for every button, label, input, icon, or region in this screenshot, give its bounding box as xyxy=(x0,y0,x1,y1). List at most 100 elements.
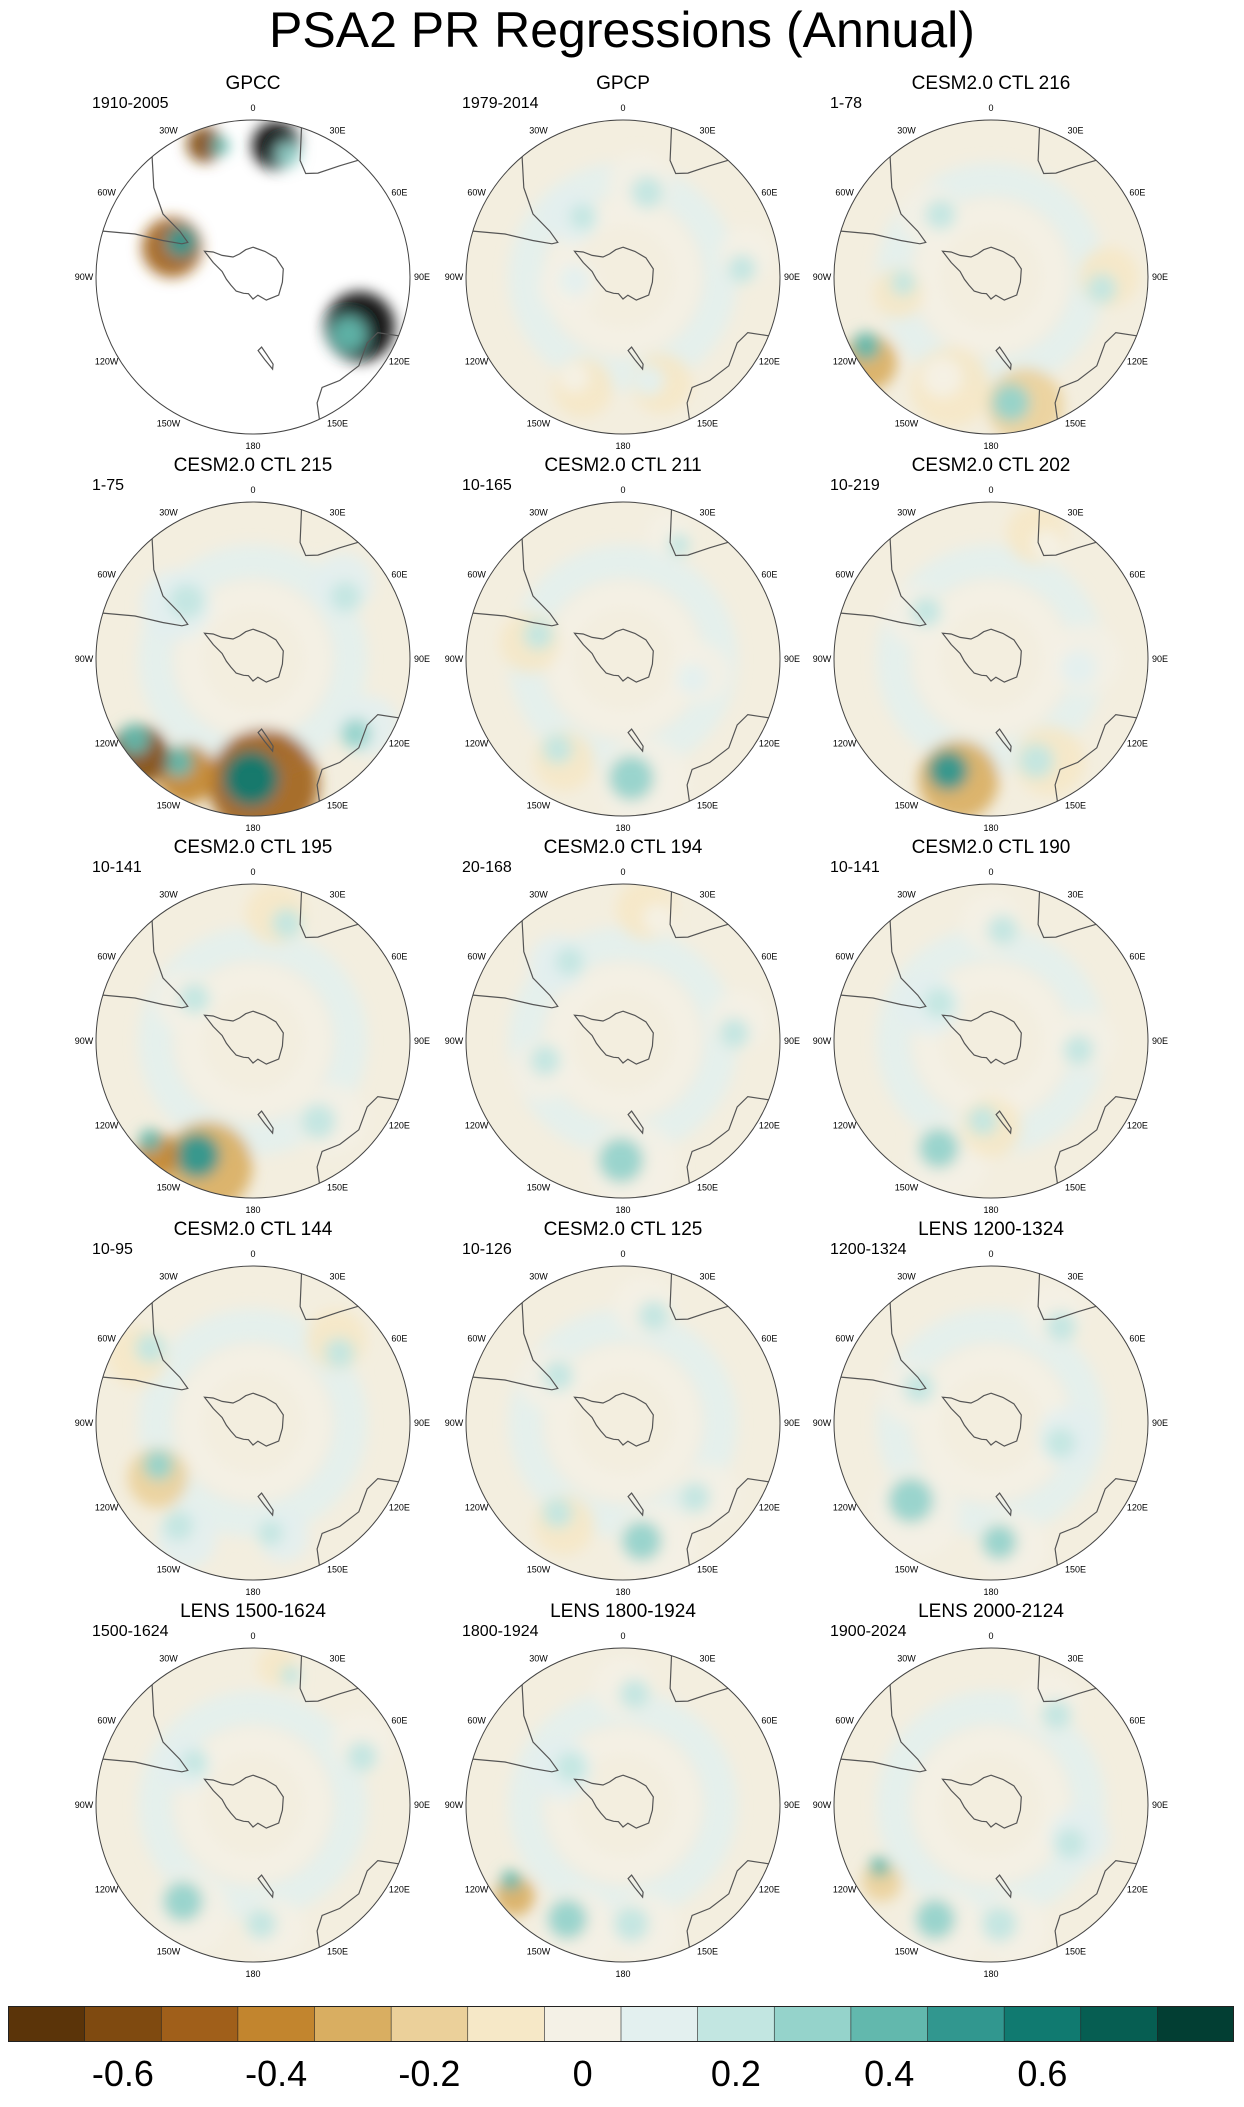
longitude-label: 120W xyxy=(833,1503,857,1513)
longitude-label: 90W xyxy=(813,272,832,282)
map-panel: LENS 2000-2124 1900-2024 0 30E 60E 90E 120E 150… xyxy=(806,1600,1176,1980)
field-patch-core xyxy=(621,1520,662,1561)
field-patch-core xyxy=(330,581,361,612)
polar-map: 0 30E 60E 90E 120E 150E 180 150W 120W 90W 60W 30W xyxy=(445,485,800,833)
longitude-label: 30E xyxy=(1067,508,1083,518)
colorbar-swatch xyxy=(850,2006,929,2042)
map-boundary xyxy=(95,883,411,1199)
panel-period: 1500-1624 xyxy=(92,1623,169,1640)
longitude-label: 120E xyxy=(759,1121,780,1131)
longitude-label: 90E xyxy=(1152,272,1168,282)
longitude-label: 120W xyxy=(465,357,489,367)
colorbar-swatch xyxy=(237,2006,316,2042)
longitude-label: 90W xyxy=(813,1418,832,1428)
longitude-label: 120W xyxy=(95,1121,119,1131)
longitude-label: 30W xyxy=(159,1272,178,1282)
australia-coastline xyxy=(316,331,399,420)
longitude-label: 30W xyxy=(159,126,178,136)
field-patch-core xyxy=(174,1132,220,1178)
antarctica-coastline xyxy=(203,628,284,683)
longitude-label: 0 xyxy=(250,1631,255,1641)
longitude-label: 120E xyxy=(389,357,410,367)
field-patch-core xyxy=(271,908,302,939)
field-patch-core xyxy=(987,915,1018,946)
africa-coastline xyxy=(1037,127,1097,175)
field-patch-core xyxy=(1046,1311,1077,1342)
longitude-label: 60W xyxy=(467,952,486,962)
longitude-label: 30E xyxy=(1067,1654,1083,1664)
longitude-label: 30W xyxy=(897,890,916,900)
field-patch-core xyxy=(163,1510,194,1541)
polar-map: 0 30E 60E 90E 120E 150E 180 150W 120W 90W 60W 30W xyxy=(75,867,430,1215)
panel-period: 10-141 xyxy=(830,859,880,876)
longitude-label: 0 xyxy=(250,103,255,113)
antarctica-coastline xyxy=(941,1010,1022,1065)
longitude-label: 180 xyxy=(983,1205,998,1215)
new-zealand-coastline xyxy=(257,1874,274,1899)
polar-map: 0 30E 60E 90E 120E 150E 180 150W 120W 90W 60W 30W xyxy=(445,103,800,451)
colorbar xyxy=(8,2006,1234,2042)
longitude-label: 30E xyxy=(699,508,715,518)
map-panel: CESM2.0 CTL 125 10-126 0 30E 60E 90E 120E 150E 1… xyxy=(438,1218,808,1598)
field-patch-core xyxy=(542,1498,573,1529)
field-patch-core xyxy=(643,903,674,934)
africa-coastline xyxy=(1037,891,1097,939)
longitude-label: 180 xyxy=(245,823,260,833)
longitude-label: 60E xyxy=(761,570,777,580)
field-patch-core xyxy=(613,1906,649,1942)
field-patch-core xyxy=(719,1018,750,1049)
longitude-label: 120W xyxy=(95,739,119,749)
field-patch-core xyxy=(340,718,371,749)
africa-coastline xyxy=(299,891,359,939)
map-panel: CESM2.0 CTL 194 20-168 0 30E 60E 90E 120E 150E 1… xyxy=(438,836,808,1216)
longitude-label: 120W xyxy=(833,1885,857,1895)
longitude-label: 60E xyxy=(1129,1334,1145,1344)
longitude-label: 60E xyxy=(391,570,407,580)
longitude-label: 30E xyxy=(1067,1272,1083,1282)
longitude-label: 120E xyxy=(759,739,780,749)
field-patch-core xyxy=(300,1104,336,1140)
field-band xyxy=(549,1731,697,1879)
longitude-label: 30W xyxy=(529,1654,548,1664)
field-patch-core xyxy=(967,1105,998,1136)
polar-map: 0 30E 60E 90E 120E 150E 180 150W 120W 90W 60W 30W xyxy=(813,867,1168,1215)
longitude-label: 30E xyxy=(329,126,345,136)
antarctica-coastline xyxy=(573,246,654,301)
longitude-label: 30E xyxy=(699,1654,715,1664)
longitude-label: 30E xyxy=(1067,126,1083,136)
map-boundary xyxy=(833,1647,1149,1963)
longitude-label: 180 xyxy=(245,441,260,451)
africa-coastline xyxy=(669,891,729,939)
longitude-label: 60E xyxy=(1129,952,1145,962)
map-panel: CESM2.0 CTL 195 10-141 0 30E 60E 90E 120E 150E 1… xyxy=(68,836,438,1216)
figure-title: PSA2 PR Regressions (Annual) xyxy=(269,2,975,58)
field-patch-core xyxy=(276,142,301,167)
longitude-label: 180 xyxy=(615,1205,630,1215)
longitude-label: 90W xyxy=(75,1036,94,1046)
south-america-coastline xyxy=(102,156,189,245)
south-america-coastline xyxy=(102,920,189,1009)
colorbar-swatch xyxy=(390,2006,469,2042)
antarctica-coastline xyxy=(941,1392,1022,1447)
field-patch-core xyxy=(501,1870,522,1891)
field-band xyxy=(917,203,1065,351)
south-america-coastline xyxy=(840,920,927,1009)
panel-period: 1800-1924 xyxy=(462,1623,539,1640)
colorbar-swatch xyxy=(773,2006,852,2042)
antarctica-coastline xyxy=(573,1010,654,1065)
longitude-label: 30W xyxy=(159,1654,178,1664)
longitude-label: 120W xyxy=(95,1885,119,1895)
panel-period: 10-95 xyxy=(92,1241,133,1258)
longitude-label: 150W xyxy=(527,800,551,810)
longitude-label: 150W xyxy=(527,418,551,428)
south-america-coastline xyxy=(840,1684,927,1773)
longitude-label: 90E xyxy=(414,1800,430,1810)
longitude-label: 60E xyxy=(391,952,407,962)
field-patch-core xyxy=(1018,743,1054,779)
longitude-label: 120W xyxy=(465,1121,489,1131)
field-patch-core xyxy=(869,1856,890,1877)
longitude-label: 150W xyxy=(895,800,919,810)
south-america-coastline xyxy=(472,538,559,627)
africa-coastline xyxy=(1037,509,1097,557)
polar-map: 0 30E 60E 90E 120E 150E 180 150W 120W 90W 60W 30W xyxy=(813,1631,1168,1979)
